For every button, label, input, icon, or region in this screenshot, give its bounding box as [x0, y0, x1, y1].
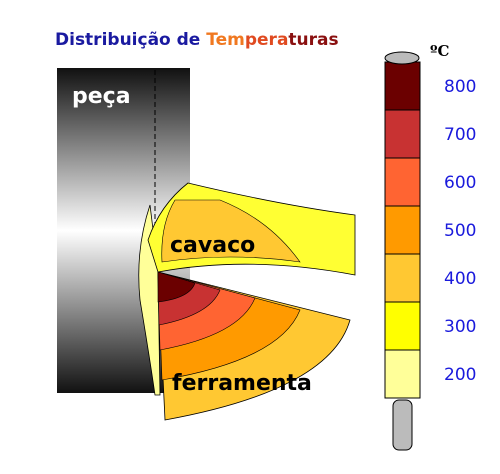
scale-label: 800 — [444, 77, 476, 97]
title-part: turas — [288, 30, 338, 50]
scale-band — [384, 109, 421, 159]
thermometer-stem — [392, 399, 413, 451]
title-part: Distribuição de — [55, 30, 206, 50]
scale-label: 400 — [444, 269, 476, 289]
scale-band — [384, 301, 421, 351]
thermometer-cap — [384, 51, 420, 65]
workpiece-label: peça — [72, 84, 131, 109]
unit: ºC — [430, 42, 450, 60]
scale-band — [384, 349, 421, 399]
tool-zone — [157, 271, 196, 303]
scale-label: 700 — [444, 125, 476, 145]
scale-band — [384, 61, 421, 111]
title-part: pera — [245, 30, 289, 50]
scale-label: 500 — [444, 221, 476, 241]
scale-label: 200 — [444, 365, 476, 385]
scale-band — [384, 205, 421, 255]
scale-label: 600 — [444, 173, 476, 193]
tool-label: ferramenta — [172, 371, 312, 396]
scale-band — [384, 157, 421, 207]
scale-label: 300 — [444, 317, 476, 337]
title-part: Tem — [206, 30, 245, 50]
chip-zone — [161, 199, 301, 263]
title: Distribuição de Temperaturas — [55, 30, 339, 50]
scale-band — [384, 253, 421, 303]
chip-label: cavaco — [170, 233, 255, 258]
